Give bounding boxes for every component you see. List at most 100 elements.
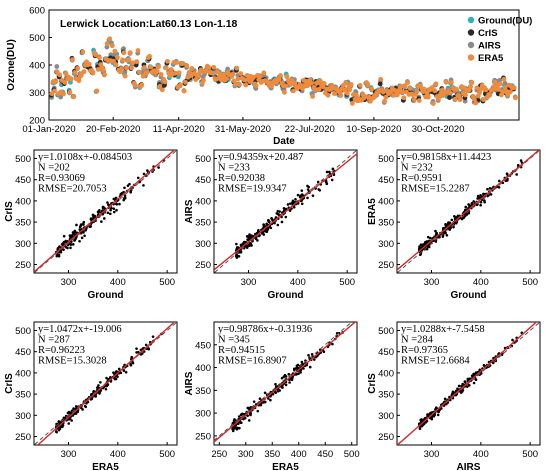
data-point — [104, 387, 108, 391]
data-point — [443, 397, 447, 401]
data-point — [325, 182, 329, 186]
data-point — [405, 80, 411, 86]
data-point — [368, 98, 373, 104]
data-point — [267, 397, 270, 400]
data-point — [515, 173, 518, 176]
data-point — [62, 234, 66, 238]
data-point — [92, 389, 96, 393]
data-point — [283, 83, 289, 89]
data-point — [238, 426, 241, 430]
data-point — [62, 79, 68, 85]
y-tick-label: 300 — [195, 239, 211, 250]
annotation-line: N =345 — [218, 335, 250, 346]
data-point — [233, 82, 238, 88]
data-point — [312, 358, 316, 361]
data-point — [398, 83, 404, 89]
data-point — [86, 61, 92, 67]
data-point — [472, 381, 476, 385]
data-point — [75, 65, 81, 71]
data-point — [144, 70, 150, 76]
data-point — [263, 400, 267, 404]
data-point — [474, 85, 480, 91]
annotation-line: N =287 — [38, 335, 70, 346]
data-point — [445, 233, 449, 237]
regression-line — [214, 322, 357, 443]
x-tick-label: 500 — [344, 449, 360, 460]
data-point — [113, 377, 117, 381]
scatter-panel-2: 300 400 500 250 300 350 400 450 500 Ground AIRS y=0… — [184, 149, 358, 301]
data-point — [140, 73, 146, 79]
legend-marker — [467, 29, 475, 36]
data-point — [203, 68, 209, 74]
data-point — [63, 71, 69, 77]
data-point — [206, 64, 212, 70]
data-point — [288, 202, 292, 205]
data-point — [174, 60, 179, 66]
x-tick-label: 400 — [110, 449, 126, 460]
y-tick-label: 450 — [15, 347, 31, 358]
regression-line — [397, 322, 538, 445]
data-point — [52, 88, 57, 94]
data-point — [483, 87, 489, 93]
y-tick-label: 500 — [378, 154, 394, 165]
data-point — [108, 212, 112, 216]
annotation-line: R=0.9591 — [401, 173, 443, 184]
data-point — [348, 82, 354, 87]
data-point — [438, 408, 441, 412]
data-point — [353, 92, 359, 98]
x-axis-label: Ground — [450, 290, 486, 301]
data-point — [109, 43, 115, 49]
data-point — [112, 210, 116, 214]
data-point — [142, 65, 147, 70]
data-point — [234, 65, 240, 71]
data-point — [425, 94, 431, 100]
plot-frame — [396, 321, 541, 446]
x-axis-label: ERA5 — [92, 462, 119, 471]
data-point — [246, 414, 249, 417]
data-point — [434, 406, 438, 409]
data-point — [98, 392, 101, 395]
data-point — [258, 397, 262, 401]
data-point — [271, 392, 275, 396]
data-point — [321, 81, 327, 87]
data-point — [466, 378, 470, 382]
y-axis-label: CrIS — [367, 373, 378, 394]
annotation-line: R=0.92038 — [218, 173, 265, 184]
data-point — [81, 69, 87, 74]
data-point — [300, 189, 304, 192]
data-point — [124, 65, 129, 71]
data-point — [102, 72, 108, 77]
scatter-panel-5: 250 300 350 400 450 500 250 300 350 400 450 ERA5 AIR… — [184, 321, 360, 471]
data-point — [457, 96, 463, 102]
data-point — [247, 235, 251, 239]
data-point — [247, 406, 250, 410]
data-point — [452, 96, 458, 102]
data-point — [377, 81, 383, 87]
data-point — [347, 87, 353, 93]
data-point — [432, 88, 438, 94]
data-point — [511, 85, 517, 91]
data-point — [448, 228, 452, 231]
data-point — [467, 203, 470, 206]
y-axis-label: CrIS — [4, 373, 15, 394]
data-point — [497, 186, 501, 189]
data-point — [497, 179, 501, 183]
data-point — [56, 247, 60, 250]
data-point — [463, 92, 468, 98]
data-point — [265, 222, 268, 226]
data-point — [287, 372, 291, 376]
data-point — [235, 427, 239, 431]
data-point — [284, 215, 288, 219]
y-tick-label: 450 — [195, 340, 211, 351]
data-point — [67, 89, 73, 95]
data-point — [68, 76, 74, 82]
y-axis-label: Ozone(DU) — [6, 39, 17, 91]
data-point — [180, 61, 186, 66]
data-point — [284, 375, 288, 378]
data-point — [460, 217, 464, 221]
y-tick-label: 350 — [195, 218, 211, 229]
data-point — [112, 197, 116, 201]
y-tick-label: 250 — [195, 431, 211, 442]
data-point — [306, 188, 310, 191]
